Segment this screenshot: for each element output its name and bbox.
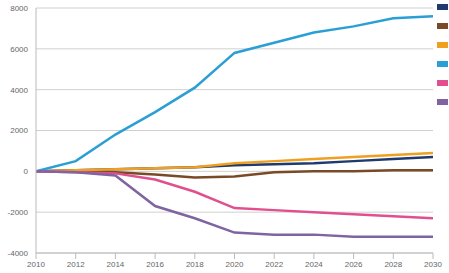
svg-text:2020: 2020 xyxy=(226,260,244,269)
svg-text:-2000: -2000 xyxy=(8,208,29,217)
svg-text:6000: 6000 xyxy=(10,45,28,54)
svg-text:8000: 8000 xyxy=(10,4,28,13)
svg-text:2016: 2016 xyxy=(146,260,164,269)
svg-text:4000: 4000 xyxy=(10,86,28,95)
svg-text:2014: 2014 xyxy=(107,260,125,269)
svg-text:2030: 2030 xyxy=(424,260,441,269)
svg-text:2018: 2018 xyxy=(186,260,204,269)
svg-text:2012: 2012 xyxy=(67,260,85,269)
svg-text:2000: 2000 xyxy=(10,126,28,135)
svg-text:2010: 2010 xyxy=(27,260,45,269)
svg-text:0: 0 xyxy=(24,167,29,176)
svg-text:2026: 2026 xyxy=(345,260,363,269)
svg-text:2024: 2024 xyxy=(305,260,323,269)
svg-text:2022: 2022 xyxy=(265,260,283,269)
svg-text:2028: 2028 xyxy=(384,260,402,269)
svg-text:-4000: -4000 xyxy=(8,249,29,258)
